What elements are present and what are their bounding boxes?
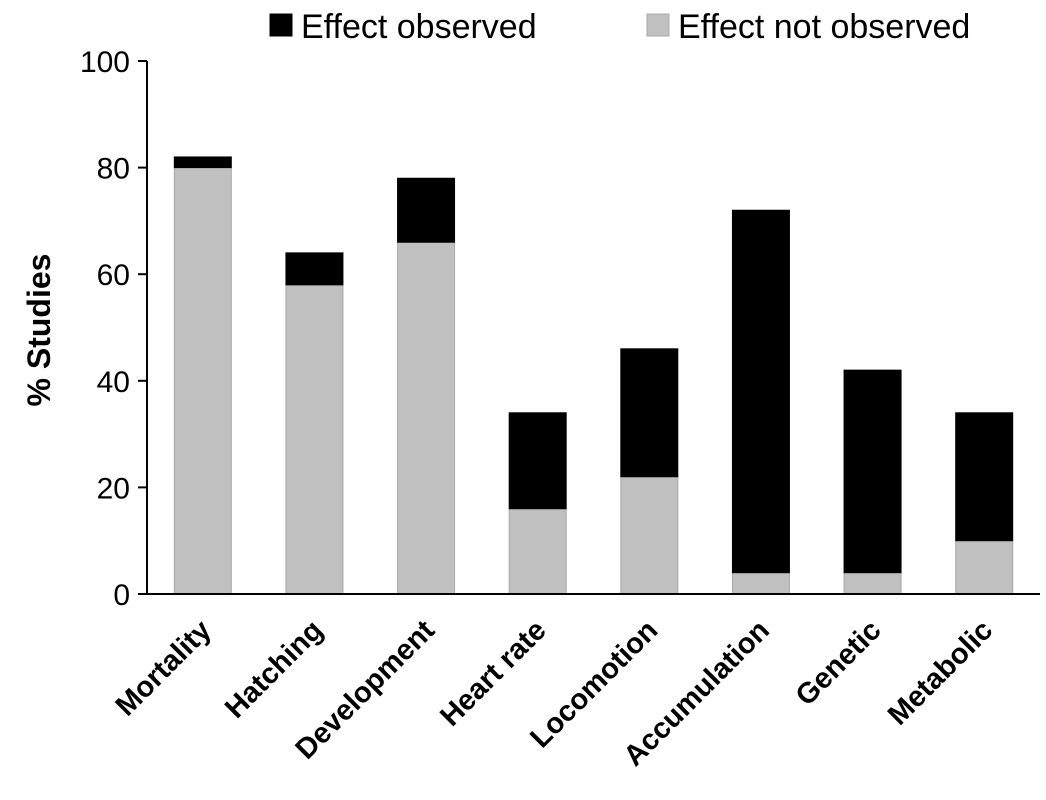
bar-mortality-effect-observed (173, 156, 232, 169)
bar-accumulation-effect-not-observed (731, 572, 790, 595)
y-axis: 0 20 40 60 80 100 (80, 46, 148, 612)
legend-label-effect-not-observed: Effect not observed (678, 8, 970, 46)
x-tick-label-metabolic: Metabolic (882, 614, 999, 731)
y-axis-label: % Studies (21, 254, 57, 407)
bar-locomotion-effect-not-observed (620, 476, 679, 595)
legend: Effect observed Effect not observed (269, 8, 970, 46)
y-tick-label-80: 80 (97, 153, 130, 186)
bar-hatching-effect-observed (285, 252, 344, 286)
legend-swatch-effect-not-observed (646, 13, 670, 37)
bar-metabolic-effect-observed (955, 412, 1014, 542)
bar-heart-rate-effect-not-observed (508, 508, 567, 595)
legend-swatch-effect-observed (269, 13, 293, 37)
bar-development-effect-observed (397, 177, 456, 243)
y-tick-label-40: 40 (97, 366, 130, 399)
x-tick-label-hatching: Hatching (219, 614, 329, 724)
y-tick-label-20: 20 (97, 472, 130, 505)
x-tick-label-mortality: Mortality (110, 614, 218, 722)
bar-heart-rate-effect-observed (508, 412, 567, 510)
x-tick-label-genetic: Genetic (790, 614, 888, 712)
y-tick-label-60: 60 (97, 259, 130, 292)
bar-development-effect-not-observed (397, 241, 456, 595)
bar-accumulation-effect-observed (731, 209, 790, 574)
bars (173, 156, 1014, 595)
legend-label-effect-observed: Effect observed (301, 8, 537, 46)
y-tick-label-0: 0 (113, 579, 130, 612)
y-tick-label-100: 100 (80, 46, 130, 79)
bar-locomotion-effect-observed (620, 348, 679, 478)
bar-genetic-effect-not-observed (843, 572, 902, 595)
bar-hatching-effect-not-observed (285, 284, 344, 595)
bar-metabolic-effect-not-observed (955, 540, 1014, 595)
bar-mortality-effect-not-observed (173, 167, 232, 595)
bar-genetic-effect-observed (843, 369, 902, 574)
x-tick-label-heart-rate: Heart rate (434, 614, 552, 732)
